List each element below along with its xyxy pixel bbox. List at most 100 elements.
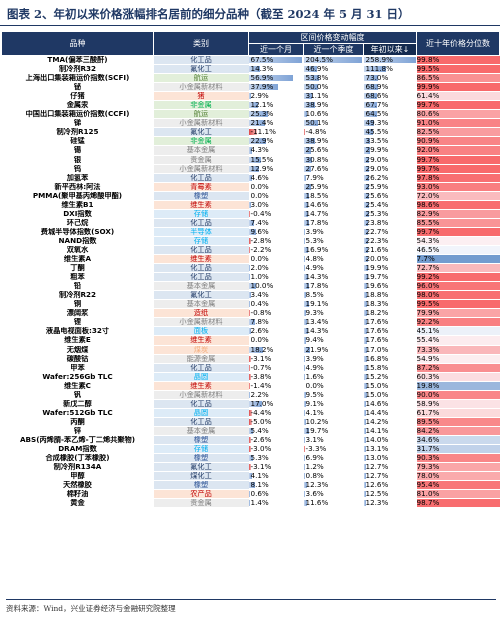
- row-one-month-value: -3.1%: [250, 462, 272, 472]
- table-row[interactable]: 双氧水 化工品 -2.2% 16.9% 21.6% 46.5%: [1, 245, 500, 256]
- row-name: 制冷剂R32: [1, 64, 154, 75]
- table-row[interactable]: ABS(丙烯腈-苯乙烯-丁二烯共聚物) 橡塑 -2.6% 3.1% 14.0% 34.6%: [1, 435, 500, 446]
- table-row[interactable]: NAND指数 存储 -2.8% 5.3% 22.3% 54.3%: [1, 236, 500, 246]
- row-one-month-value: 0.0%: [250, 335, 269, 345]
- table-row[interactable]: 金属汞 非金属 12.1% 38.9% 67.7% 99.7%: [1, 100, 500, 111]
- table-row[interactable]: TMA(偏苯三酸酐) 化工品 67.5% 204.5% 258.9% 99.8%: [1, 55, 500, 66]
- table-row[interactable]: 银贵金属 15.5% 30.8% 29.0% 99.7%: [1, 155, 500, 165]
- table-row[interactable]: Wafer:512Gb TLC 晶圆 -4.4% 4.1% 14.4% 61.7%: [1, 408, 500, 418]
- row-one-month-value: -0.7%: [250, 363, 272, 372]
- table-row[interactable]: DRAM指数 存储 -3.0% -3.3% 13.1% 31.7%: [1, 444, 500, 455]
- row-one-month: 2.0%: [248, 263, 304, 274]
- row-ytd: 68.6%: [363, 91, 417, 102]
- row-ytd: 29.0%: [363, 155, 417, 165]
- row-one-month-value: 18.2%: [250, 345, 274, 354]
- row-one-month-value: -0.8%: [250, 308, 272, 318]
- table-row[interactable]: 棉籽油 农产品 0.6% 3.6% 12.5% 81.0%: [1, 489, 500, 500]
- row-one-quarter-bar: [303, 201, 308, 208]
- table-row[interactable]: 制冷剂R32 氟化工 14.3% 46.9% 111.8% 99.5%: [1, 64, 500, 75]
- table-row[interactable]: 铜基本金属 0.4% 19.1% 18.3% 99.5%: [1, 299, 500, 310]
- row-name: 新平西林:阿法: [1, 182, 154, 192]
- table-row[interactable]: 锌基本金属 5.4% 19.7% 14.1% 84.2%: [1, 426, 500, 436]
- row-ytd-bar: [363, 66, 387, 73]
- table-row[interactable]: 制冷剂R22 氟化工 3.4% 8.5% 18.8% 98.0%: [1, 290, 500, 301]
- row-one-quarter-value: 3.1%: [305, 435, 324, 444]
- table-row[interactable]: 铋小金属新材料 37.9% 50.0% 68.9% 99.9%: [1, 82, 500, 93]
- row-category: 氟化工: [153, 127, 249, 138]
- table-row[interactable]: 维生素E 维生素 0.0% 9.4% 17.6% 55.4%: [1, 335, 500, 346]
- row-one-quarter-bar: [303, 455, 306, 462]
- row-one-quarter: 17.8%: [303, 281, 364, 292]
- row-one-quarter-bar: [303, 228, 305, 235]
- table-row[interactable]: 新戊二醇 化工品 17.0% 9.1% 14.6% 58.9%: [1, 399, 500, 409]
- table-row[interactable]: 碳酸钴 能源金属 -3.1% 3.9% 16.8% 54.9%: [1, 354, 500, 364]
- row-one-quarter-value: 10.2%: [305, 417, 329, 426]
- header-ytd-sorted[interactable]: 年初以来↓: [362, 43, 418, 56]
- row-one-quarter-bar: [303, 364, 305, 371]
- row-ytd-value: 18.3%: [365, 299, 389, 309]
- row-percentile: 79.3%: [416, 462, 500, 473]
- table-row[interactable]: 钒小金属新材料 2.2% 9.5% 15.0% 90.0%: [1, 390, 500, 400]
- row-name: 铅: [1, 281, 154, 292]
- table-row[interactable]: 粗苯 化工品 1.0% 14.3% 19.7% 99.2%: [1, 272, 500, 283]
- row-ytd-value: 68.6%: [365, 91, 389, 101]
- table-row[interactable]: PMMA(聚甲基丙烯酸甲酯) 橡塑 0.0% 18.5% 25.6% 72.0%: [1, 191, 500, 201]
- table-row[interactable]: 黄金 贵金属 1.4% 11.6% 12.3% 98.7%: [1, 498, 500, 509]
- table-row[interactable]: 锑小金属新材料 21.4% 50.1% 49.3% 91.0%: [1, 118, 500, 129]
- row-percentile: 86.5%: [416, 73, 500, 84]
- table-row[interactable]: 上海出口集装箱运价指数(SCFI) 航运 56.9% 53.8% 73.0% 86.5%: [1, 73, 500, 84]
- table-row[interactable]: 维生素C 维生素 -1.4% 0.0% 15.0% 19.8%: [1, 381, 500, 391]
- table-row[interactable]: 丁酮 化工品 2.0% 4.9% 19.9% 72.7%: [1, 263, 500, 274]
- row-ytd-value: 17.0%: [365, 345, 389, 354]
- table-row[interactable]: 钨小金属新材料 12.9% 27.6% 29.0% 99.7%: [1, 164, 500, 174]
- table-row[interactable]: 维生素B1 维生素 3.0% 14.6% 25.4% 98.6%: [1, 200, 500, 210]
- table-row[interactable]: 制冷剂R125 氟化工 -11.1% -4.8% 45.5% 82.5%: [1, 127, 500, 138]
- table-row[interactable]: 无烟煤 煤炭 18.2% 21.9% 17.0% 73.3%: [1, 345, 500, 355]
- row-one-quarter-bar: [303, 301, 309, 308]
- table-row[interactable]: 硅锰 非金属 22.9% 38.9% 33.5% 90.9%: [1, 136, 500, 147]
- table-row[interactable]: 甲醇 煤化工 4.1% 0.8% 12.7% 78.0%: [1, 471, 500, 482]
- table-row[interactable]: DXI指数 存储 -0.4% 14.7% 25.3% 82.9%: [1, 209, 500, 219]
- table-row[interactable]: 天然橡胶 橡塑 8.1% 12.3% 12.6% 95.4%: [1, 480, 500, 491]
- table-row[interactable]: 制冷剂R134A 氟化工 -3.1% 1.2% 12.7% 79.3%: [1, 462, 500, 473]
- row-one-quarter: 53.8%: [303, 73, 364, 84]
- row-one-quarter-bar: [303, 482, 307, 489]
- row-one-quarter: 1.6%: [303, 372, 364, 382]
- header-one-quarter[interactable]: 近一个季度: [303, 43, 364, 56]
- row-ytd-bar: [363, 455, 367, 462]
- row-one-quarter-value: -4.8%: [305, 127, 327, 137]
- row-one-month: 56.9%: [248, 73, 304, 84]
- table-row[interactable]: 费城半导体指数(SOX) 半导体 9.6% 3.9% 22.7% 99.7%: [1, 227, 500, 237]
- row-one-quarter-value: 3.6%: [305, 489, 324, 499]
- row-ytd-value: 29.0%: [365, 164, 389, 173]
- table-row[interactable]: 维生素A 维生素 0.0% 4.8% 20.0% 7.7%: [1, 254, 500, 265]
- row-one-month-value: -0.4%: [250, 209, 272, 218]
- table-row[interactable]: 甲苯 化工品 -0.7% 4.9% 15.8% 87.2%: [1, 363, 500, 373]
- table-row[interactable]: 新平西林:阿法 青霉素 0.0% 25.9% 25.9% 93.0%: [1, 182, 500, 192]
- table-row[interactable]: 液晶电视面板:32寸 面板 2.6% 14.3% 17.6% 45.1%: [1, 326, 500, 337]
- table-row[interactable]: 中国出口集装箱运价指数(CCFI) 航运 25.3% 10.6% 64.5% 80.6%: [1, 109, 500, 120]
- table-row[interactable]: 锂小金属新材料 7.8% 13.4% 17.6% 92.2%: [1, 317, 500, 328]
- row-ytd: 73.0%: [363, 73, 417, 84]
- table-row[interactable]: 铅基本金属 10.0% 17.8% 19.6% 96.0%: [1, 281, 500, 292]
- row-ytd: 19.7%: [363, 272, 417, 283]
- row-percentile: 90.0%: [416, 390, 500, 400]
- row-percentile: 84.2%: [416, 426, 500, 436]
- table-row[interactable]: 丙酮 化工品 -5.0% 10.2% 14.2% 89.5%: [1, 417, 500, 427]
- row-percentile: 99.5%: [416, 299, 500, 310]
- row-one-quarter-bar: [303, 84, 318, 91]
- row-one-quarter: 21.9%: [303, 345, 364, 355]
- table-row[interactable]: 合成橡胶(丁苯橡胶) 橡塑 5.3% 6.9% 13.0% 90.3%: [1, 453, 500, 464]
- header-one-month[interactable]: 近一个月: [248, 43, 304, 56]
- row-one-quarter-bar: [303, 183, 311, 190]
- table-row[interactable]: 加氢苯 化工品 4.6% 7.9% 26.2% 97.8%: [1, 173, 500, 183]
- row-ytd: 23.8%: [363, 218, 417, 228]
- table-row[interactable]: Wafer:256Gb TLC 晶圆 -3.8% 1.6% 15.2% 60.3%: [1, 372, 500, 382]
- table-row[interactable]: 锡基本金属 4.3% 25.6% 29.9% 92.0%: [1, 145, 500, 156]
- row-ytd: 12.7%: [363, 462, 417, 473]
- row-one-month-value: 22.9%: [250, 136, 274, 146]
- table-row[interactable]: 漂阔浆 造纸 -0.8% 9.3% 18.2% 79.9%: [1, 308, 500, 319]
- row-ytd-value: 12.7%: [365, 471, 389, 481]
- table-row[interactable]: 环己烷 化工品 7.4% 17.8% 23.8% 85.5%: [1, 218, 500, 228]
- table-row[interactable]: 仔猪猪 2.9% 31.1% 68.6% 61.4%: [1, 91, 500, 102]
